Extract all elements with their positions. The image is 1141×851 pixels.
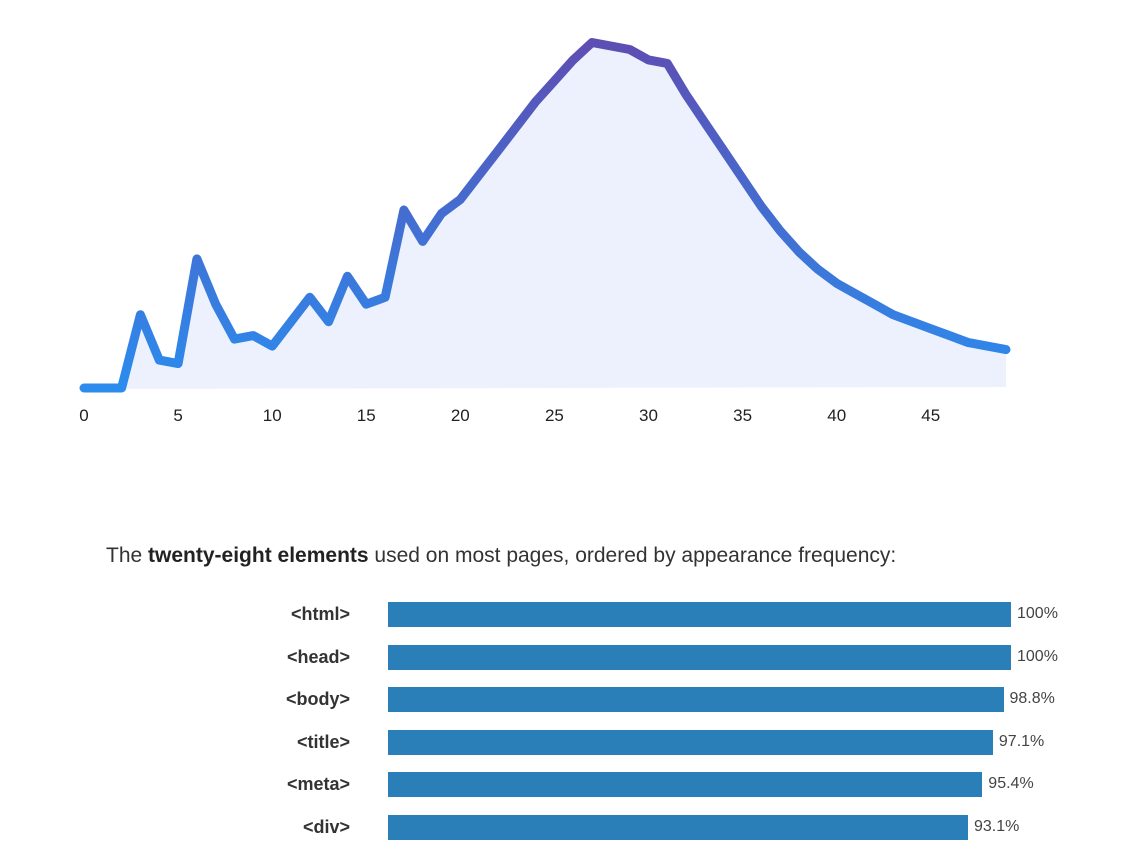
x-tick-label: 0 (79, 406, 88, 425)
bar-category-label: <title> (296, 731, 350, 752)
x-tick-label: 35 (733, 406, 752, 425)
intro-prefix: The (106, 544, 149, 567)
x-tick-label: 25 (545, 406, 564, 425)
x-tick-label: 20 (451, 406, 470, 425)
bar-value-label: 100% (1017, 605, 1058, 622)
element-frequency-bar-chart: <html> 100% <head> 100% <body> 98.8% <title> 97… (0, 590, 1141, 851)
bar (388, 814, 968, 840)
bar-category-label: <body> (285, 689, 350, 709)
intro-suffix: used on most pages, ordered by appearanc… (368, 544, 897, 567)
bar-row: <head> 100% (0, 644, 1141, 671)
intro-emphasis: twenty-eight elements (148, 544, 369, 567)
x-tick-label: 45 (921, 406, 940, 425)
bar-value-label: 95.4% (988, 775, 1034, 792)
bar-category-label: <div> (302, 816, 350, 837)
distribution-area (84, 42, 1006, 389)
bar (388, 644, 1011, 670)
x-tick-label: 5 (173, 406, 182, 425)
element-count-area-chart: 0 5 10 15 20 25 30 35 40 45 (79, 38, 1011, 425)
bar-value-label: 97.1% (998, 732, 1045, 750)
bar-row: <div> 93.1% (0, 814, 1141, 841)
bar-row: <title> 97.1% (0, 729, 1141, 756)
bar-row: <meta> 95.4% (0, 772, 1141, 798)
bar-row: <body> 98.8% (0, 687, 1141, 713)
x-tick-label: 40 (827, 406, 846, 425)
bar-value-label: 98.8% (1009, 690, 1055, 707)
bar-category-label: <meta> (286, 774, 350, 794)
bar-category-label: <head> (286, 646, 350, 667)
bar (388, 687, 1004, 712)
chart-intro-text: The twenty-eight elements used on most p… (106, 544, 896, 568)
x-tick-label: 15 (357, 406, 376, 425)
bar (388, 602, 1011, 627)
x-tick-label: 30 (639, 406, 658, 425)
bar-row: <html> 100% (0, 602, 1141, 628)
bar-category-label: <html> (290, 604, 350, 624)
x-axis-ticks: 0 5 10 15 20 25 30 35 40 45 (79, 406, 940, 425)
bar (388, 729, 993, 755)
x-tick-label: 10 (263, 406, 282, 425)
bar (388, 772, 983, 797)
bar-value-label: 100% (1017, 647, 1058, 665)
bar-value-label: 93.1% (974, 817, 1020, 835)
distribution-line (79, 38, 1011, 393)
